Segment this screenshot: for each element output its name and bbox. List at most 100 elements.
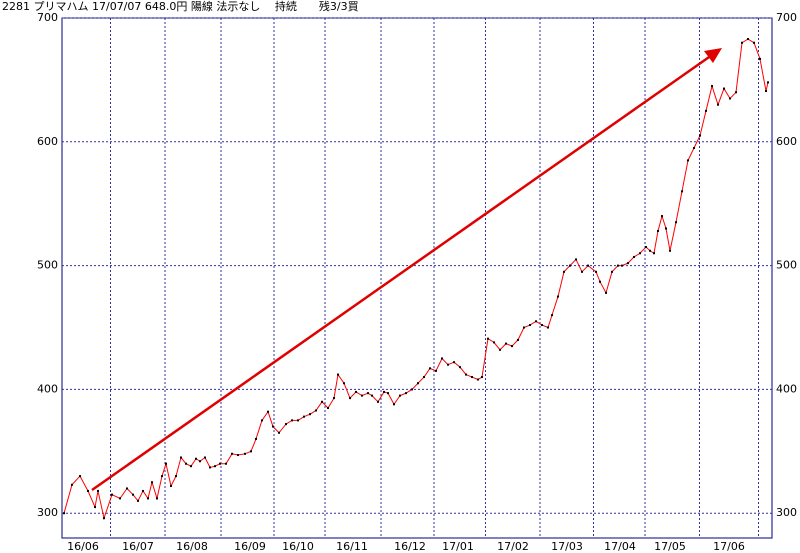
price-point — [747, 38, 749, 41]
price-point — [477, 378, 479, 381]
price-point — [321, 400, 323, 403]
price-point — [653, 252, 655, 255]
price-point — [675, 221, 677, 224]
price-point — [569, 264, 571, 267]
price-point — [711, 85, 713, 88]
price-point — [337, 373, 339, 376]
price-point — [137, 499, 139, 502]
y-tick-label: 600 — [37, 135, 58, 148]
price-point — [627, 262, 629, 265]
price-point — [119, 497, 121, 500]
price-point — [699, 134, 701, 137]
price-point — [735, 91, 737, 94]
price-point — [161, 475, 163, 478]
price-point — [599, 280, 601, 283]
x-tick-label: 17/02 — [497, 540, 529, 553]
price-point — [547, 326, 549, 329]
price-point — [199, 460, 201, 463]
price-point — [639, 252, 641, 255]
price-point — [617, 264, 619, 267]
price-point — [204, 456, 206, 459]
y-tick-label-right: 700 — [776, 11, 797, 24]
price-point — [753, 41, 755, 44]
price-point — [765, 90, 767, 93]
x-tick-label: 16/09 — [234, 540, 266, 553]
price-point — [94, 506, 96, 509]
price-point — [214, 465, 216, 468]
price-point — [393, 403, 395, 406]
price-point — [621, 264, 623, 267]
x-tick-label: 16/08 — [176, 540, 208, 553]
price-point — [611, 270, 613, 273]
y-tick-label-right: 400 — [776, 382, 797, 395]
price-point — [505, 342, 507, 345]
price-point — [435, 369, 437, 372]
price-point — [411, 388, 413, 391]
price-point — [315, 409, 317, 412]
price-point — [541, 324, 543, 327]
price-point — [327, 407, 329, 409]
price-point — [267, 410, 269, 413]
price-point — [285, 423, 287, 426]
price-point — [717, 103, 719, 106]
price-point — [471, 376, 473, 379]
price-point — [111, 493, 113, 496]
x-tick-label: 17/03 — [551, 540, 583, 553]
price-line — [63, 38, 769, 521]
price-point — [441, 357, 443, 360]
price-point — [309, 413, 311, 416]
price-point — [423, 376, 425, 379]
price-point — [219, 462, 221, 465]
price-point — [669, 249, 671, 252]
price-point — [729, 97, 731, 100]
price-point — [523, 326, 525, 329]
price-point — [126, 487, 128, 490]
price-point — [429, 367, 431, 370]
y-tick-label-right: 300 — [776, 506, 797, 519]
y-tick-label: 400 — [37, 382, 58, 395]
x-tick-label: 17/04 — [604, 540, 636, 553]
price-point — [387, 392, 389, 395]
price-point — [465, 373, 467, 376]
price-point — [63, 512, 65, 515]
price-point — [563, 270, 565, 273]
price-point — [255, 437, 257, 440]
price-point — [665, 227, 667, 230]
price-point — [303, 415, 305, 418]
price-point — [261, 419, 263, 422]
price-point — [195, 457, 197, 460]
price-point — [367, 392, 369, 395]
price-point — [575, 258, 577, 261]
plot-frame — [61, 17, 773, 539]
price-point — [147, 497, 149, 500]
price-point — [633, 255, 635, 258]
price-point — [291, 419, 293, 422]
x-tick-label: 17/06 — [713, 540, 745, 553]
y-tick-label: 300 — [37, 506, 58, 519]
price-point — [399, 394, 401, 397]
price-point — [487, 337, 489, 340]
price-point — [557, 295, 559, 298]
price-point — [333, 397, 335, 400]
trend-arrow — [91, 53, 713, 492]
price-point — [156, 497, 158, 500]
price-point — [493, 341, 495, 344]
price-point — [551, 314, 553, 317]
price-point — [349, 397, 351, 400]
price-point — [417, 382, 419, 385]
arrow-head — [704, 48, 722, 63]
x-tick-label: 16/10 — [282, 540, 314, 553]
price-point — [481, 376, 483, 379]
price-point — [645, 246, 647, 249]
price-point — [453, 361, 455, 364]
price-point — [759, 57, 761, 60]
price-point — [681, 190, 683, 193]
price-point — [237, 454, 239, 457]
price-point — [190, 465, 192, 468]
price-point — [71, 483, 73, 486]
price-point — [693, 147, 695, 149]
price-point — [209, 466, 211, 469]
price-point — [705, 109, 707, 112]
price-point — [383, 390, 385, 393]
